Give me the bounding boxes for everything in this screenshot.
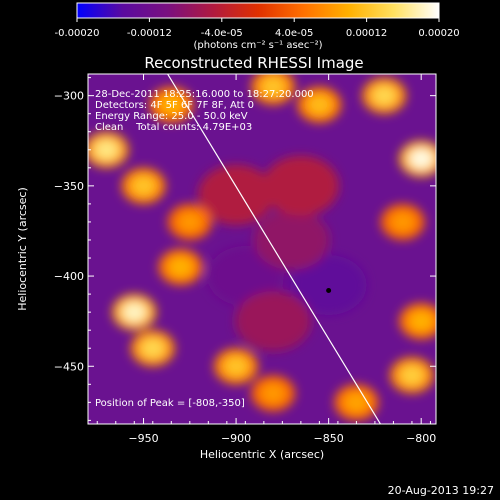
solar-limb-line [167, 74, 381, 424]
x-axis-label: Heliocentric X (arcsec) [200, 448, 324, 461]
bright-region [307, 94, 332, 115]
x-tick-label: −850 [314, 432, 344, 445]
bright-region [140, 338, 165, 359]
info-annotations: 28-Dec-2011 18:25:16.000 to 18:27:20.000… [95, 89, 314, 133]
bright-region [261, 383, 286, 404]
bright-region [131, 175, 156, 196]
colorbar-tick-label: -0.00020 [55, 28, 100, 39]
bright-region [261, 76, 286, 97]
y-tick-label: −350 [54, 180, 84, 193]
x-axis: −950 −900 −850 −800 [96, 74, 436, 445]
bright-region [409, 311, 434, 332]
bright-region [168, 257, 193, 278]
bright-region [122, 302, 147, 323]
bright-region [159, 94, 184, 115]
info-time-range: 28-Dec-2011 18:25:16.000 to 18:27:20.000 [95, 89, 314, 100]
x-tick-label: −950 [128, 432, 158, 445]
y-axis: −300 −350 −400 −450 [54, 77, 436, 421]
chart-title: Reconstructed RHESSI Image [144, 54, 363, 72]
y-tick-label: −450 [54, 360, 84, 373]
colorbar-gradient [76, 2, 440, 19]
bright-region [177, 211, 202, 232]
x-tick-label: −900 [221, 432, 251, 445]
info-energy-range: Energy Range: 25.0 - 50.0 keV [95, 111, 248, 122]
colorbar: -0.00020 -0.00012 -4.0e-05 4.0e-05 0.00012 0.… [55, 2, 460, 51]
bright-region [224, 356, 249, 377]
bright-region [409, 148, 434, 169]
bright-region [390, 211, 415, 232]
peak-position-label: Position of Peak = [-808,-350] [95, 398, 245, 409]
colorbar-units: (photons cm⁻² s⁻¹ asec⁻²) [193, 40, 322, 51]
colorbar-tick-label: -0.00012 [127, 28, 172, 39]
colorbar-ticks: -0.00020 -0.00012 -4.0e-05 4.0e-05 0.00012 0.… [55, 18, 460, 39]
peak-marker [326, 287, 332, 293]
heatmap-plot [88, 74, 436, 424]
bright-region [399, 365, 424, 386]
dark-region [207, 246, 284, 307]
info-clean-counts: Clean Total counts: 4.79E+03 [95, 122, 252, 133]
footer-timestamp: 20-Aug-2013 19:27 [388, 484, 494, 497]
dark-region [235, 291, 312, 352]
y-axis-label: Heliocentric Y (arcsec) [16, 187, 29, 311]
y-tick-label: −400 [54, 270, 84, 283]
colorbar-tick-label: 0.00020 [418, 28, 459, 39]
dark-region [290, 255, 367, 316]
colorbar-tick-label: -4.0e-05 [201, 28, 243, 39]
colorbar-tick-label: 0.00012 [346, 28, 387, 39]
x-tick-label: −800 [406, 432, 436, 445]
bright-region [94, 139, 119, 160]
dark-region [253, 209, 330, 270]
dark-region [198, 164, 275, 225]
dark-region [262, 155, 339, 216]
bright-region [344, 392, 369, 413]
intensity-map [88, 74, 436, 421]
info-detectors: Detectors: 4F 5F 6F 7F 8F, Att 0 [95, 100, 254, 111]
plot-frame [87, 73, 437, 425]
colorbar-tick-label: 4.0e-05 [275, 28, 313, 39]
y-tick-label: −300 [54, 90, 84, 103]
bright-region [372, 85, 397, 106]
